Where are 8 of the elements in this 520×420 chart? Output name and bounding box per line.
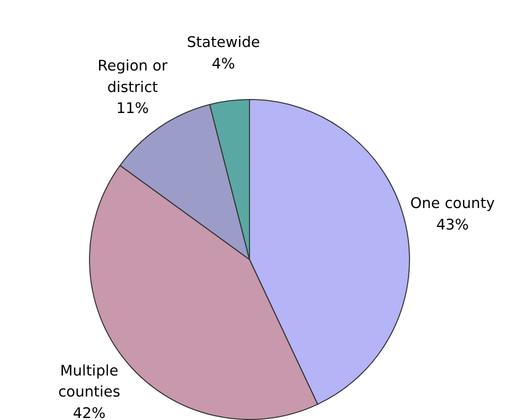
slice-label: One county: [410, 195, 496, 212]
data-label: 42%: [72, 404, 106, 420]
slice-label: Region or district: [98, 58, 168, 96]
slice-label: Multiple counties: [58, 362, 120, 401]
slice-label: Statewide: [186, 34, 260, 52]
data-label: 43%: [436, 216, 469, 234]
data-label: 4%: [212, 55, 236, 72]
data-label: 11%: [116, 100, 149, 118]
